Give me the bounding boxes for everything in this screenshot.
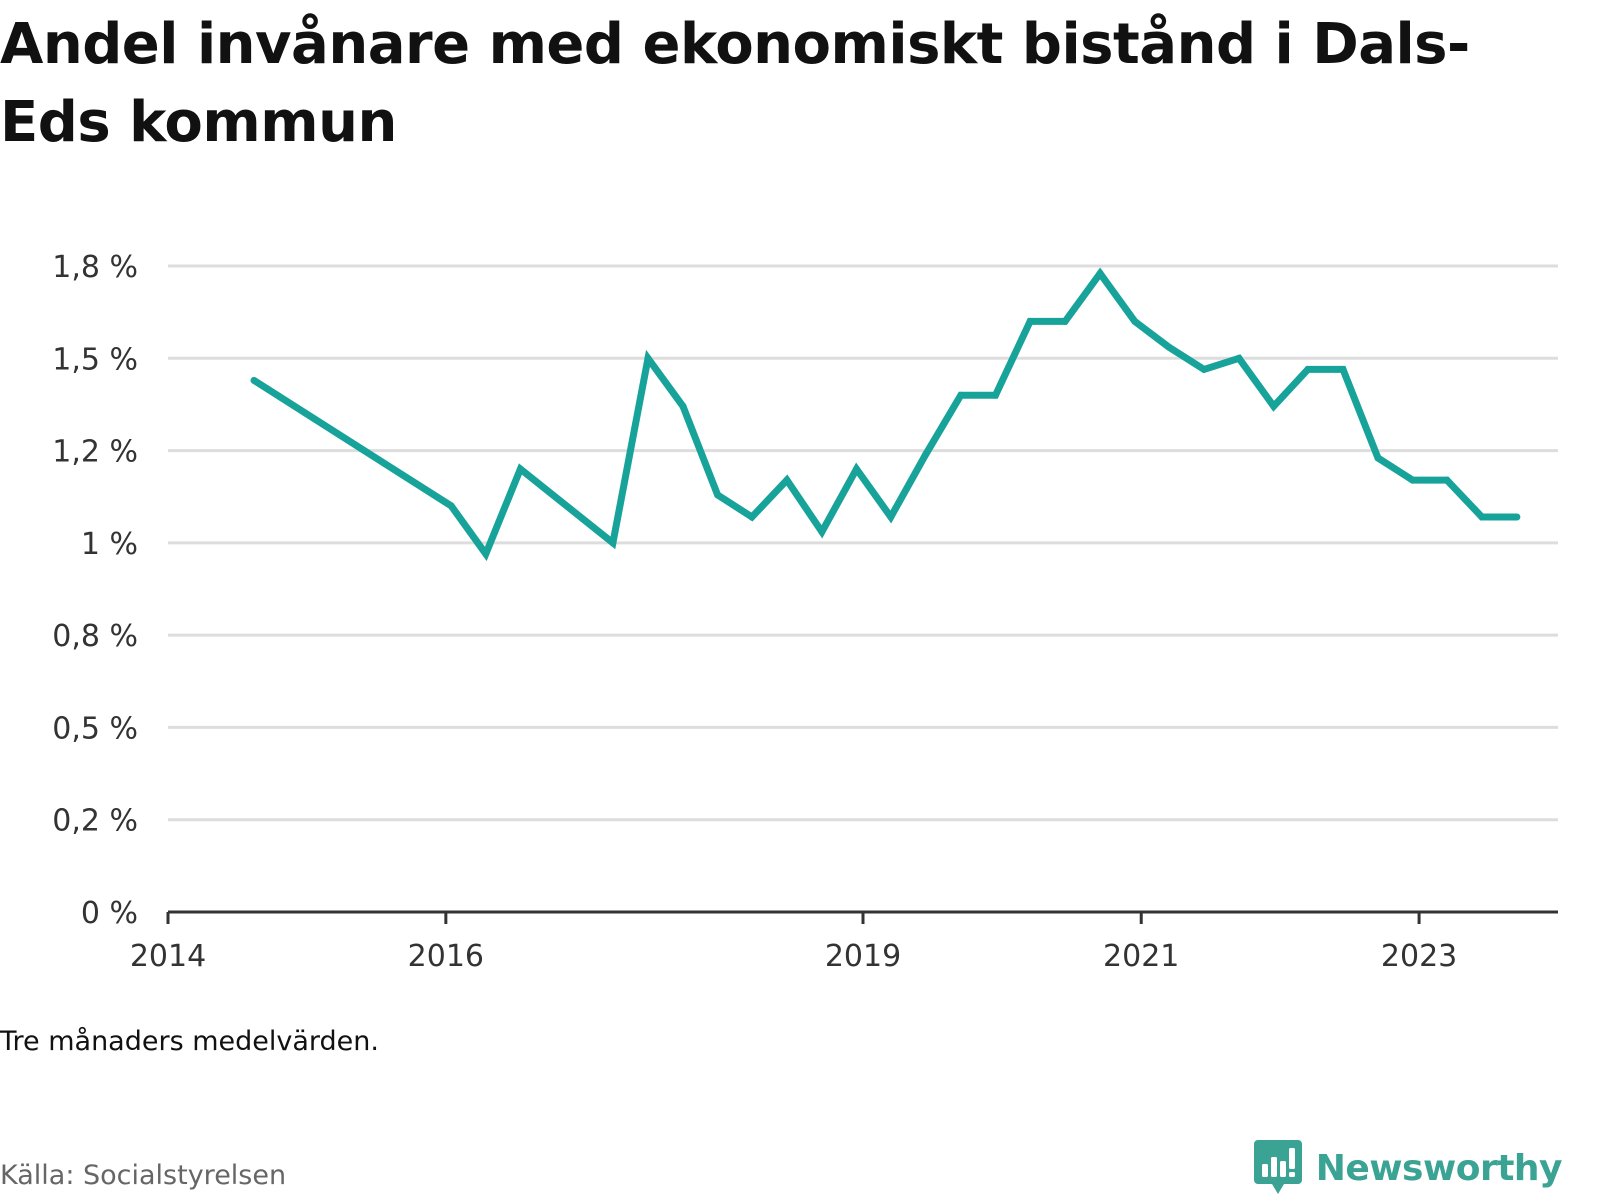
y-tick-label: 1,5 % (52, 342, 138, 377)
data-point (853, 465, 861, 473)
y-axis-tick-labels: 0 % 0,2 % 0,5 % 0,8 % 1 % 1,2 % 1,5 % 1,8 % (52, 250, 138, 931)
data-point (1096, 269, 1104, 277)
y-tick-label: 0 % (81, 896, 138, 931)
data-point (1131, 317, 1139, 325)
x-tick-label: 2019 (825, 939, 901, 974)
brand-name: Newsworthy (1315, 1147, 1563, 1189)
y-tick-label: 1,8 % (52, 250, 138, 285)
data-point (991, 391, 999, 399)
data-point (957, 391, 965, 399)
x-tick-label: 2021 (1103, 939, 1179, 974)
data-point (482, 550, 490, 558)
x-tick-label: 2014 (130, 939, 206, 974)
x-tick-label: 2016 (408, 939, 484, 974)
data-point (783, 476, 791, 484)
data-point (447, 502, 455, 510)
data-point (1339, 365, 1347, 373)
data-point (644, 354, 652, 362)
data-point (1478, 513, 1486, 521)
line-chart: 0 % 0,2 % 0,5 % 0,8 % 1 % 1,2 % 1,5 % 1,8 % 201… (52, 250, 1558, 974)
data-point (1026, 317, 1034, 325)
data-point (679, 402, 687, 410)
data-point (818, 528, 826, 536)
y-tick-label: 0,2 % (52, 804, 138, 839)
data-point (1409, 476, 1417, 484)
x-tick-label: 2023 (1381, 939, 1457, 974)
data-point (1200, 365, 1208, 373)
chart-title: Andel invånare med ekonomiskt bistånd i … (0, 12, 1470, 155)
source-credit: Källa: Socialstyrelsen (0, 1160, 287, 1191)
series-line (252, 267, 1517, 562)
gridlines (168, 264, 1558, 822)
data-point (887, 513, 895, 521)
y-tick-label: 1,2 % (52, 435, 138, 470)
brand-logo: Newsworthy (1253, 1140, 1563, 1196)
data-point (1165, 343, 1173, 351)
data-point (1513, 513, 1521, 521)
data-point (714, 491, 722, 499)
y-tick-label: 0,8 % (52, 619, 138, 654)
chart-note: Tre månaders medelvärden. (0, 1026, 379, 1057)
data-point (1304, 365, 1312, 373)
data-point (516, 465, 524, 473)
data-point (1061, 317, 1069, 325)
y-tick-label: 1 % (81, 527, 138, 562)
data-point (748, 513, 756, 521)
x-axis: 2014 2016 2019 2021 2023 (130, 910, 1558, 974)
data-point (1443, 476, 1451, 484)
y-tick-label: 0,5 % (52, 711, 138, 746)
data-point (922, 450, 930, 458)
newsworthy-logo-icon (1253, 1140, 1302, 1194)
data-point (1374, 454, 1382, 462)
data-point (250, 376, 258, 384)
data-point (1235, 354, 1243, 362)
series-lines (250, 267, 1521, 562)
data-point (609, 539, 617, 547)
data-point (1270, 402, 1278, 410)
